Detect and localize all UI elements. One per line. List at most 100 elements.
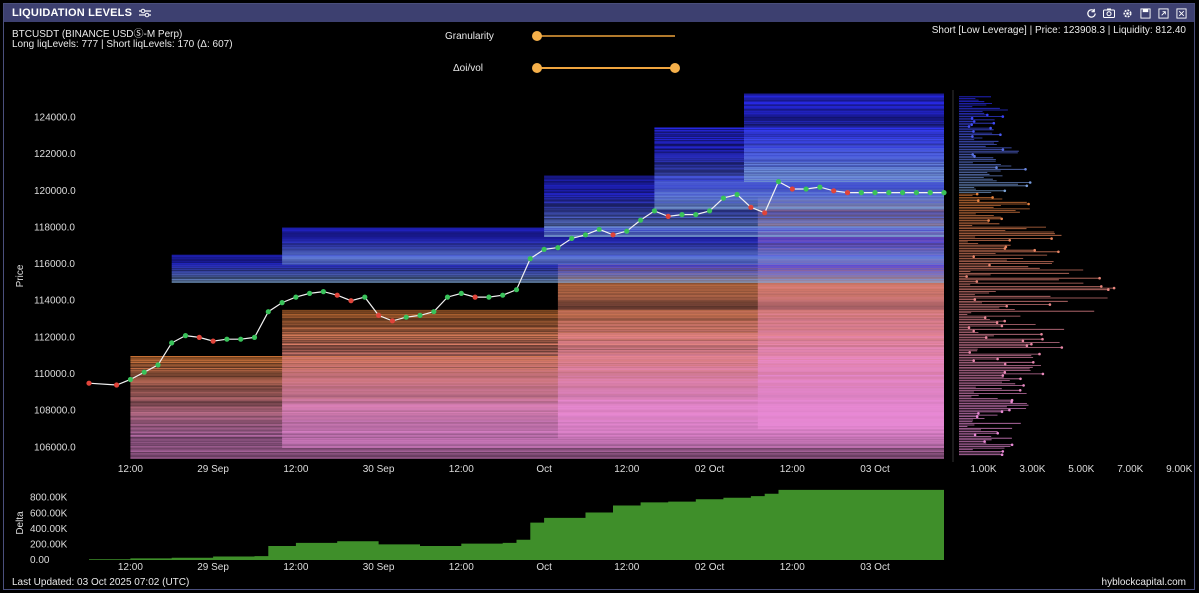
save-icon[interactable] (1138, 6, 1152, 20)
price-candle (624, 228, 630, 234)
delta-x-tick: Oct (536, 562, 552, 572)
price-y-tick: 108000.0 (34, 406, 76, 417)
delta-x-tick: 02 Oct (695, 562, 725, 572)
liq-levels-summary: Long liqLevels: 777 | Short liqLevels: 1… (12, 39, 233, 50)
price-candle (155, 362, 161, 368)
price-candle (789, 186, 795, 192)
price-y-tick: 114000.0 (34, 296, 75, 307)
price-candle (541, 246, 547, 252)
price-candle (844, 190, 851, 196)
liquidity-point (1040, 333, 1043, 336)
liquidity-x-tick: 3.00K (1019, 464, 1045, 475)
time-x-tick: Oct (536, 464, 552, 475)
price-candle (196, 334, 202, 340)
liquidity-point (975, 415, 979, 419)
price-candle (417, 312, 423, 318)
delta-area (89, 489, 944, 560)
liquidity-point (972, 329, 975, 333)
price-candle (693, 212, 699, 218)
liquidity-point (1004, 245, 1008, 249)
price-candle (389, 318, 395, 324)
liquidity-point (995, 321, 999, 325)
oi-vol-slider-min-knob[interactable] (532, 63, 542, 73)
liquidity-point (1000, 410, 1004, 414)
granularity-slider-knob[interactable] (532, 31, 542, 41)
camera-icon[interactable] (1102, 6, 1116, 20)
time-x-tick: 03 Oct (860, 464, 890, 475)
price-candle (265, 309, 271, 315)
liquidity-point (1018, 389, 1022, 392)
price-candle (444, 294, 451, 300)
delta-x-tick: 12:00 (614, 562, 639, 572)
time-x-tick: 12:00 (449, 464, 474, 475)
liquidity-point (1000, 324, 1004, 328)
liquidity-point (1024, 168, 1027, 171)
price-candle (238, 336, 244, 342)
liquidity-point (1033, 248, 1036, 252)
price-candle (486, 294, 492, 300)
price-candle (307, 290, 313, 296)
price-candle (334, 292, 340, 298)
price-candle (348, 298, 354, 304)
delta-y-tick: 0.00 (30, 555, 50, 566)
liquidity-point (1001, 374, 1005, 377)
granularity-label: Granularity (445, 31, 494, 42)
liquidity-point (1112, 286, 1116, 290)
refresh-icon[interactable] (1084, 6, 1098, 20)
time-x-tick: 02 Oct (695, 464, 725, 475)
panel-title: LIQUIDATION LEVELS (12, 7, 133, 19)
liquidity-point (988, 263, 991, 267)
price-candle (872, 190, 878, 196)
liquidity-point (977, 412, 980, 415)
liquidity-point (992, 121, 996, 125)
time-x-tick: 29 Sep (197, 464, 229, 475)
price-y-tick: 120000.0 (34, 186, 76, 197)
liquidity-point (975, 192, 979, 196)
liquidity-point (1025, 184, 1029, 188)
liquidity-point (972, 255, 975, 259)
liquidity-point (968, 351, 971, 354)
oi-vol-slider-max-knob[interactable] (670, 63, 680, 73)
brand-link[interactable]: hyblockcapital.com (1101, 577, 1186, 588)
liquidity-point (973, 298, 977, 301)
price-candle (320, 289, 326, 295)
liquidity-point (1028, 181, 1032, 184)
liquidity-point (1010, 443, 1014, 447)
liquidity-point (971, 153, 974, 156)
panel-header: LIQUIDATION LEVELS (4, 4, 1194, 22)
liquidity-point (967, 326, 971, 330)
liquidity-point (1025, 344, 1029, 348)
time-x-tick: 12:00 (118, 464, 143, 475)
settings-icon[interactable] (1120, 6, 1134, 20)
delta-x-tick: 12:00 (118, 562, 143, 572)
close-icon[interactable] (1174, 6, 1188, 20)
liquidity-point (1003, 189, 1007, 193)
price-candle (279, 300, 285, 306)
oi-vol-track[interactable] (537, 67, 675, 69)
liquidity-point (1021, 339, 1025, 343)
price-candle (293, 294, 299, 300)
delta-x-tick: 03 Oct (860, 562, 890, 572)
price-candle (927, 190, 933, 196)
liquidity-point (983, 440, 986, 443)
liquidity-point (965, 275, 968, 278)
price-candle (913, 190, 920, 196)
price-candle (376, 312, 382, 318)
price-candle (941, 190, 947, 196)
liquidity-x-tick: 7.00K (1117, 464, 1143, 475)
price-candle (403, 314, 409, 320)
expand-icon[interactable] (1156, 6, 1170, 20)
liquidity-point (1003, 370, 1007, 374)
liquidity-x-tick: 9.00K (1166, 464, 1192, 475)
granularity-track[interactable] (537, 35, 675, 37)
price-candle (582, 232, 589, 238)
price-candle (210, 338, 216, 344)
price-candle (748, 204, 754, 210)
time-x-tick: 12:00 (283, 464, 308, 475)
delta-axis-label: Delta (15, 511, 26, 535)
liquidity-point (1019, 377, 1022, 381)
sliders-icon[interactable] (138, 6, 152, 20)
liquidity-point (984, 336, 988, 339)
liquidity-point (996, 357, 999, 361)
price-candle (803, 186, 809, 192)
